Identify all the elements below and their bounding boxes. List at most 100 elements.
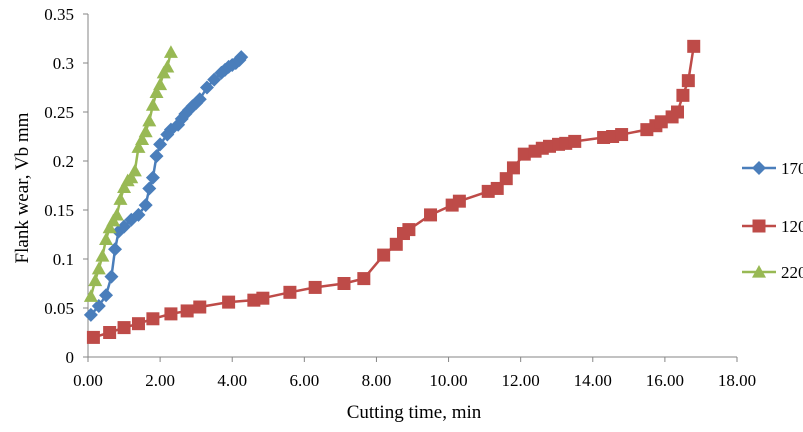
data-point <box>164 307 178 321</box>
data-point <box>108 242 123 257</box>
y-tick-label: 0.25 <box>44 103 74 122</box>
legend-marker <box>752 219 766 233</box>
data-point <box>83 289 98 302</box>
x-tick-label: 18.00 <box>718 371 756 390</box>
data-point <box>102 220 117 234</box>
data-point <box>163 45 178 58</box>
data-point <box>145 170 160 185</box>
x-tick-label: 12.00 <box>502 371 540 390</box>
x-tick-label: 6.00 <box>289 371 319 390</box>
axes-layer: 0 0.05 0.1 0.15 0.2 0.25 0.3 0.35 0.00 2.00 4.00 6.… <box>44 5 756 390</box>
data-point <box>117 321 131 335</box>
data-point <box>490 181 504 195</box>
data-point <box>199 80 214 95</box>
data-point <box>104 269 119 284</box>
data-point <box>389 237 403 251</box>
data-point <box>337 277 351 290</box>
y-tick-label: 0.15 <box>44 201 74 220</box>
data-point <box>676 88 690 102</box>
data-point <box>222 295 236 309</box>
series-layer <box>83 39 701 344</box>
x-axis-label: Cutting time, min <box>347 402 482 423</box>
data-point <box>131 207 146 222</box>
legend-label: 120 <box>781 217 803 236</box>
legend-marker <box>752 161 766 175</box>
data-point <box>135 132 150 146</box>
data-point <box>91 261 106 275</box>
legend-item-170: 170 <box>742 159 803 178</box>
legend-item-120: 120 <box>742 217 803 236</box>
series-120 <box>86 39 701 344</box>
data-point <box>192 92 207 107</box>
data-point <box>149 149 164 164</box>
data-point <box>99 232 114 245</box>
data-point <box>113 192 128 205</box>
data-point <box>146 312 160 326</box>
y-tick-label: 0.1 <box>53 250 74 269</box>
y-tick-label: 0.3 <box>53 54 74 73</box>
x-tick-label: 16.00 <box>646 371 684 390</box>
series-220 <box>83 45 178 302</box>
y-tick-label: 0 <box>66 348 75 367</box>
x-tick-label: 2.00 <box>145 371 175 390</box>
data-point <box>117 180 132 194</box>
data-point <box>153 77 168 91</box>
data-point <box>145 98 160 111</box>
data-point <box>452 194 466 208</box>
data-point <box>160 127 175 142</box>
data-point <box>127 163 142 177</box>
data-point <box>568 134 582 148</box>
data-point <box>283 285 297 299</box>
data-point <box>160 59 175 73</box>
data-point <box>88 273 103 287</box>
y-axis-label: Flank wear, Vb mm <box>12 112 33 263</box>
legend-item-220: 220 <box>742 263 803 282</box>
data-point <box>83 307 98 322</box>
data-point <box>138 198 153 213</box>
data-point <box>124 170 139 184</box>
data-point <box>517 147 531 161</box>
data-point <box>138 124 153 138</box>
data-point <box>681 74 695 88</box>
data-point <box>95 249 110 262</box>
data-point <box>117 219 132 234</box>
data-point <box>207 72 222 87</box>
legend: 170 120 220 <box>742 159 803 282</box>
legend-label: 170 <box>781 159 803 178</box>
x-tick-label: 14.00 <box>574 371 612 390</box>
x-tick-label: 4.00 <box>217 371 247 390</box>
y-tick-label: 0.35 <box>44 5 74 24</box>
data-point <box>91 299 106 314</box>
data-point <box>180 304 194 318</box>
data-point <box>615 128 629 142</box>
data-point <box>142 181 157 196</box>
data-point <box>153 137 168 152</box>
data-point <box>499 172 513 186</box>
data-point <box>357 272 371 286</box>
x-tick-label: 0.00 <box>73 371 103 390</box>
y-tick-label: 0.05 <box>44 299 74 318</box>
data-point <box>402 223 416 237</box>
y-tick-label: 0.2 <box>53 152 74 171</box>
x-tick-label: 8.00 <box>362 371 392 390</box>
data-point <box>131 140 146 153</box>
data-point <box>99 288 114 303</box>
data-point <box>424 208 438 222</box>
data-point <box>308 280 322 294</box>
data-point <box>377 248 391 262</box>
data-point <box>131 317 145 331</box>
data-point <box>671 105 685 119</box>
series-line <box>93 46 695 339</box>
data-point <box>506 161 520 175</box>
legend-label: 220 <box>781 263 803 282</box>
data-point <box>109 207 124 221</box>
legend-marker <box>752 265 766 278</box>
data-point <box>256 291 270 305</box>
data-point <box>234 50 249 65</box>
data-point <box>687 39 701 53</box>
data-point <box>193 300 207 314</box>
data-point <box>149 85 164 98</box>
data-point <box>142 113 157 127</box>
data-point <box>103 326 117 339</box>
